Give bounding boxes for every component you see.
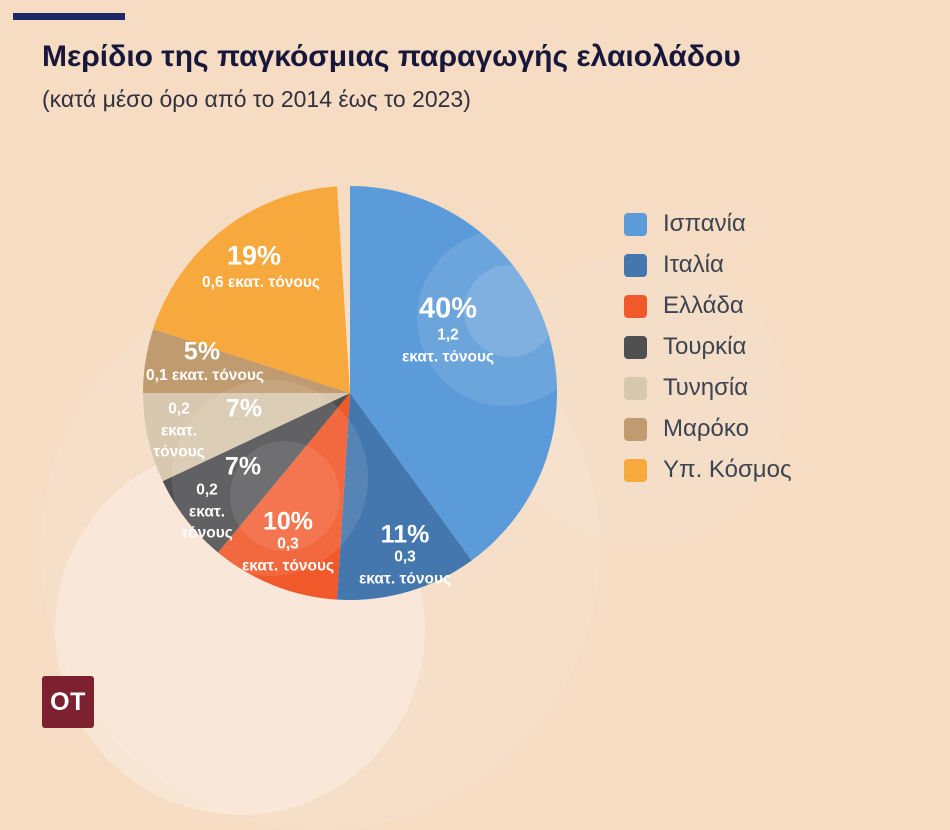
accent-bar	[13, 13, 125, 20]
legend-swatch	[624, 417, 647, 441]
legend-item: Μαρόκο	[624, 417, 792, 441]
legend-swatch	[624, 335, 647, 359]
slice-amount-label: 0,6 εκατ. τόνους	[202, 274, 320, 292]
legend: Ισπανία Ιταλία Ελλάδα Τουρκία Τυνησία Μαρόκο Υ…	[624, 212, 792, 499]
legend-item: Τυνησία	[624, 376, 792, 400]
slice-amount-label: 0,2 εκατ. τόνους	[181, 481, 233, 542]
pie-chart: 40% 1,2 εκατ. τόνους 11% 0,3 εκατ. τόνους 10…	[135, 178, 565, 608]
slice-pct-label: 7%	[225, 394, 263, 423]
slice-pct-label: 40%	[418, 292, 478, 325]
legend-item: Ισπανία	[624, 212, 792, 236]
slice-pct-label: 7%	[224, 452, 262, 481]
slice-pct-label: 5%	[183, 337, 221, 366]
ot-logo-text: OT	[50, 687, 86, 716]
slice-amount-label: 1,2 εκατ. τόνους	[401, 326, 495, 365]
slice-amount-label: 0,3 εκατ. τόνους	[358, 548, 452, 587]
legend-label: Ισπανία	[663, 210, 746, 237]
slice-pct-label: 10%	[262, 507, 314, 536]
ot-logo: OT	[42, 676, 94, 728]
legend-item: Υπ. Κόσμος	[624, 458, 792, 482]
legend-label: Τυνησία	[663, 374, 749, 401]
legend-swatch	[624, 458, 647, 482]
slice-amount-label: 0,1 εκατ. τόνους	[146, 367, 264, 385]
legend-swatch	[624, 253, 647, 277]
slice-amount-label: 0,2 εκατ. τόνους	[153, 400, 205, 461]
legend-swatch	[624, 294, 647, 318]
chart-title: Μερίδιο της παγκόσμιας παραγωγής ελαιολά…	[42, 40, 741, 73]
infographic-canvas: Μερίδιο της παγκόσμιας παραγωγής ελαιολά…	[13, 13, 792, 815]
pie-svg	[143, 186, 558, 600]
chart-subtitle: (κατά μέσο όρο από το 2014 έως το 2023)	[42, 86, 471, 112]
slice-pct-label: 19%	[226, 240, 282, 271]
legend-label: Ιταλία	[663, 251, 724, 278]
legend-item: Ελλάδα	[624, 294, 792, 318]
legend-label: Υπ. Κόσμος	[663, 456, 792, 483]
legend-label: Τουρκία	[663, 333, 747, 360]
legend-item: Τουρκία	[624, 335, 792, 359]
legend-swatch	[624, 212, 647, 236]
slice-amount-label: 0,3 εκατ. τόνους	[241, 535, 335, 574]
legend-label: Ελλάδα	[663, 292, 744, 319]
slice-pct-label: 11%	[380, 520, 430, 549]
legend-item: Ιταλία	[624, 253, 792, 277]
legend-swatch	[624, 376, 647, 400]
legend-label: Μαρόκο	[663, 415, 749, 442]
